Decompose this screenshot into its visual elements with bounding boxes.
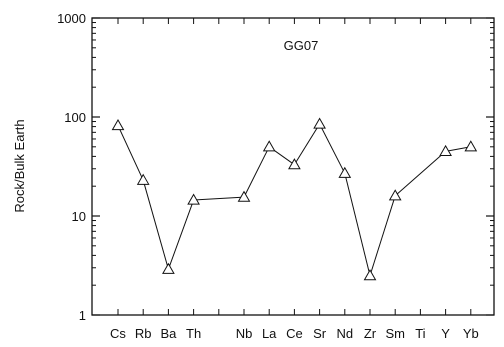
series-line-segment — [167, 199, 195, 270]
x-category-label: Nd — [336, 326, 353, 341]
data-point-triangle — [187, 193, 200, 205]
y-axis-ticks: 1 10 100 1000 — [57, 11, 494, 323]
data-point-triangle — [262, 140, 276, 152]
series-line-segment — [193, 196, 245, 201]
x-category-label: Zr — [364, 326, 377, 341]
series-line-segment — [293, 123, 321, 165]
x-category-label: Rb — [135, 326, 152, 341]
y-tick-label: 10 — [72, 209, 86, 224]
plot-area-border — [91, 17, 495, 316]
data-point-triangle — [439, 144, 452, 156]
data-point-triangle — [237, 190, 251, 202]
data-point-triangle — [388, 189, 402, 201]
x-category-label: Yb — [463, 326, 479, 341]
series-line-segment — [445, 146, 471, 152]
x-category-label: Nb — [236, 326, 253, 341]
data-series — [111, 117, 478, 281]
data-point-triangle — [162, 262, 175, 274]
data-point-triangle — [288, 158, 301, 170]
y-tick-label: 1000 — [57, 11, 86, 26]
x-category-label: Sm — [385, 326, 405, 341]
data-point-triangle — [136, 173, 150, 185]
x-axis-ticks: Cs Rb Ba Th Nb La Ce Sr Nd Zr Sm Ti Y Yb — [110, 18, 479, 341]
data-point-triangle — [464, 140, 478, 152]
x-category-label: Th — [186, 326, 201, 341]
plot-frame — [91, 17, 495, 316]
y-axis-label: Rock/Bulk Earth — [12, 119, 27, 212]
x-category-label: Sr — [313, 326, 327, 341]
data-point-triangle — [111, 119, 125, 131]
x-category-label: Ba — [160, 326, 177, 341]
y-tick-label: 1 — [79, 308, 86, 323]
data-point-triangle — [363, 269, 377, 281]
data-point-triangle — [338, 166, 352, 178]
series-line-segment — [319, 123, 346, 174]
series-line-segment — [142, 180, 169, 270]
series-line-segment — [344, 173, 371, 276]
x-category-label: Y — [441, 326, 450, 341]
series-line-segment — [394, 150, 446, 197]
x-category-label: Ti — [415, 326, 425, 341]
x-category-label: Ce — [286, 326, 303, 341]
x-category-label: Cs — [110, 326, 126, 341]
x-category-label: La — [262, 326, 277, 341]
data-point-triangle — [313, 117, 326, 129]
series-line-segment — [117, 125, 144, 181]
series-line-segment — [369, 195, 396, 276]
chart-title: GG07 — [284, 38, 319, 53]
y-tick-label: 100 — [64, 110, 86, 125]
series-line-segment — [243, 146, 270, 198]
